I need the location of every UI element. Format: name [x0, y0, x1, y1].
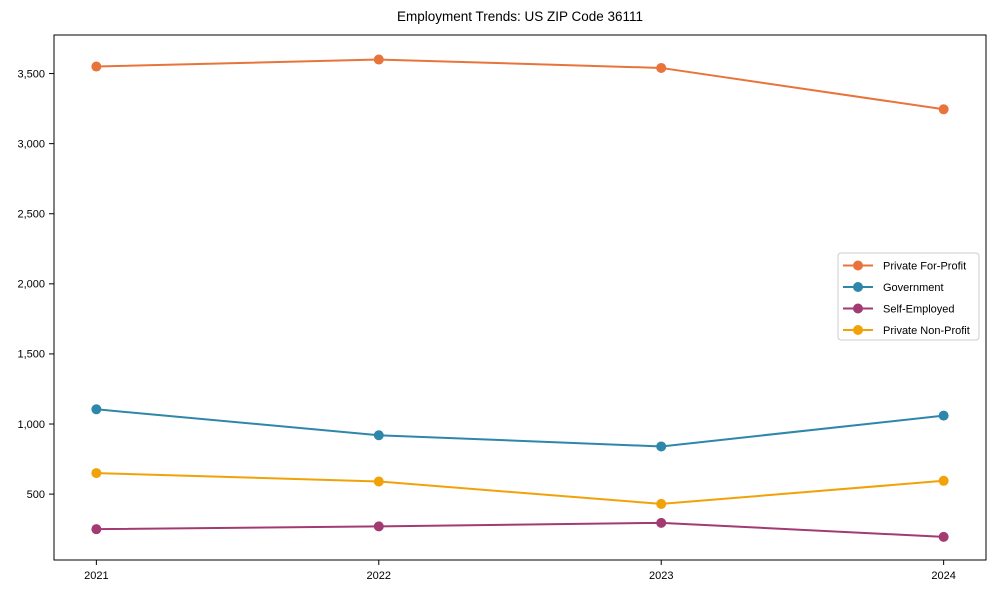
- legend-entry-self-employed: Self-Employed: [843, 303, 955, 316]
- chart-title: Employment Trends: US ZIP Code 36111: [396, 9, 644, 24]
- data-point-private-non-profit-2022: [373, 476, 384, 487]
- series-line-self-employed: [95, 521, 945, 538]
- data-point-private-for-profit-2021: [91, 61, 102, 72]
- y-tick-label: 2,500: [17, 209, 45, 221]
- legend-box: [837, 252, 980, 341]
- legend-marker: [853, 303, 863, 314]
- data-point-government-2022: [373, 430, 384, 441]
- data-point-private-non-profit-2023: [656, 498, 667, 509]
- y-tick-label: 500: [27, 489, 45, 501]
- data-point-private-for-profit-2023: [656, 62, 667, 73]
- data-point-government-2021: [91, 404, 102, 415]
- data-point-private-for-profit-2022: [373, 54, 384, 65]
- data-point-government-2023: [656, 441, 667, 452]
- data-point-self-employed-2022: [373, 521, 384, 532]
- series-line-government: [95, 408, 945, 448]
- data-point-self-employed-2021: [91, 524, 102, 535]
- legend-label: Private Non-Profit: [883, 325, 970, 337]
- y-tick-label: 3,500: [17, 68, 45, 80]
- y-tick-label: 1,500: [17, 349, 45, 361]
- plot-border: [53, 34, 987, 561]
- data-point-private-non-profit-2021: [91, 468, 102, 479]
- x-tick-label: 2021: [84, 570, 108, 582]
- legend-marker: [853, 325, 863, 335]
- legend-entry-private-non-profit: Private Non-Profit: [843, 325, 970, 337]
- series-line-private-non-profit: [95, 472, 945, 505]
- x-tick-label: 2023: [649, 570, 673, 582]
- legend-label: Self-Employed: [883, 304, 955, 316]
- legend-label: Government: [883, 282, 944, 294]
- legend-marker: [853, 282, 863, 292]
- legend-entry-government: Government: [843, 282, 944, 294]
- y-tick-label: 1,000: [17, 419, 45, 431]
- data-point-government-2024: [938, 410, 949, 421]
- x-tick-label: 2022: [367, 570, 391, 582]
- data-point-private-for-profit-2024: [938, 104, 949, 115]
- y-tick-label: 3,000: [17, 138, 45, 150]
- series-line-private-for-profit: [95, 58, 945, 111]
- data-point-self-employed-2023: [656, 517, 667, 528]
- data-point-private-non-profit-2024: [938, 475, 949, 486]
- legend-entry-private-for-profit: Private For-Profit: [843, 260, 966, 273]
- data-point-self-employed-2024: [938, 531, 949, 542]
- legend: Private For-Profit Government Self-Employe…: [837, 252, 980, 341]
- legend-label: Private For-Profit: [883, 261, 966, 273]
- legend-marker: [853, 260, 863, 271]
- x-tick-label: 2024: [931, 570, 955, 582]
- y-tick-label: 2,000: [17, 279, 45, 291]
